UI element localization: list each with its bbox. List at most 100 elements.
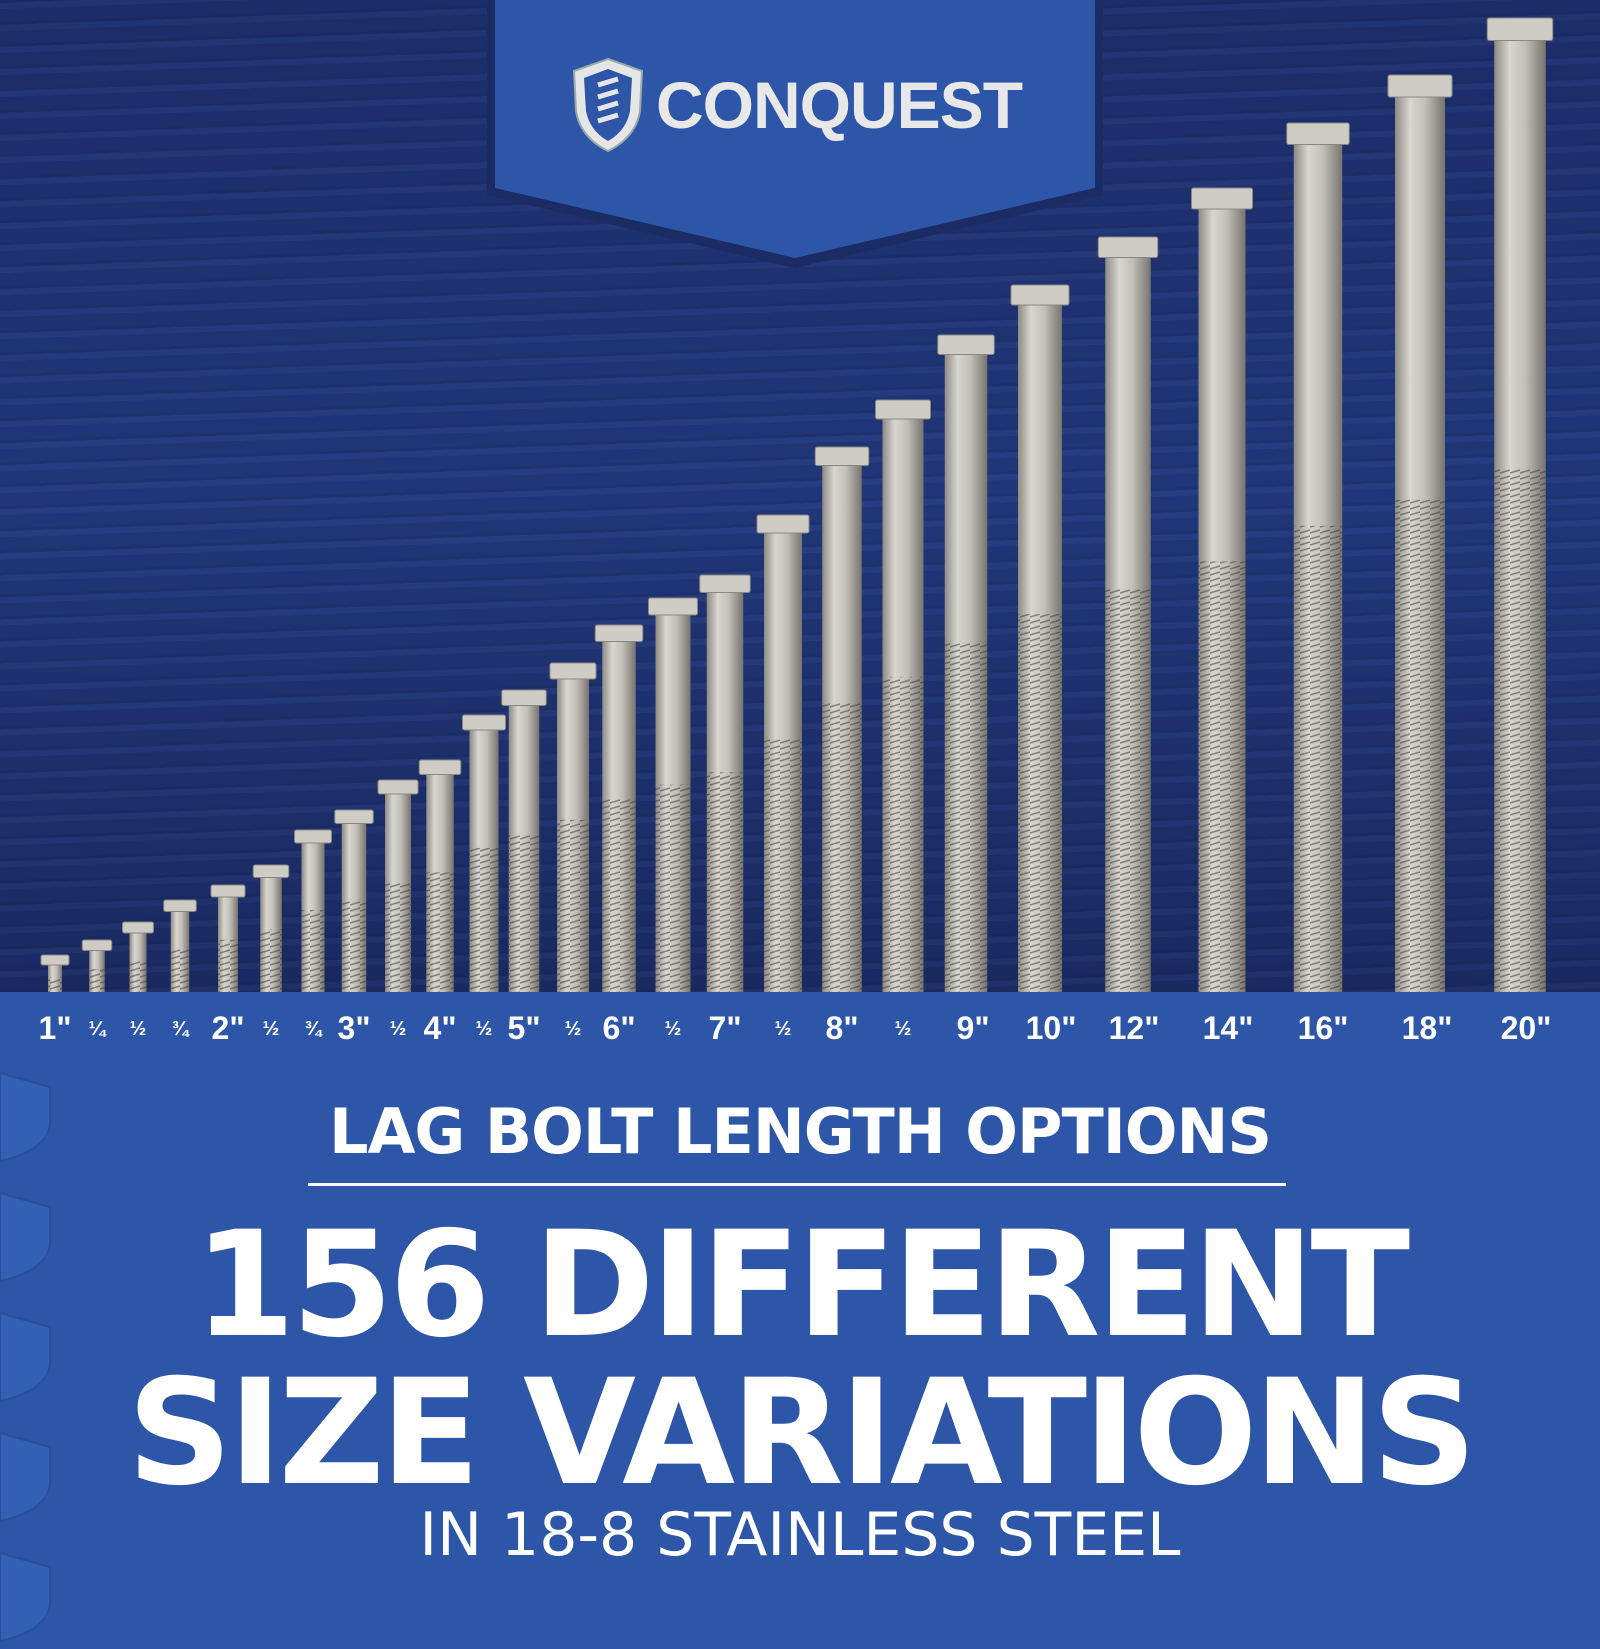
- bolt-thread: [1293, 525, 1343, 992]
- length-label: 10": [1025, 1010, 1077, 1046]
- bolt-thread: [89, 969, 105, 992]
- divider: [308, 1183, 1286, 1186]
- length-label: 18": [1401, 1010, 1453, 1046]
- bolt-head: [418, 759, 462, 775]
- bolt-head: [252, 864, 290, 878]
- bolt-thread: [341, 899, 367, 992]
- bolt-thread: [706, 772, 744, 992]
- bolt: [334, 809, 374, 992]
- length-label: ½: [564, 1018, 582, 1040]
- length-label: ¾: [304, 1018, 322, 1040]
- bolt: [549, 662, 597, 992]
- bolt-thread: [882, 676, 924, 992]
- length-label: 2": [211, 1010, 245, 1046]
- bolt-head: [1191, 187, 1253, 210]
- length-label: 1": [38, 1010, 72, 1046]
- bolt-head: [756, 514, 810, 534]
- shield-decoration-icon: [0, 1185, 62, 1289]
- length-label: 7": [708, 1010, 742, 1046]
- bolt-thread: [822, 702, 862, 992]
- length-label: ½: [894, 1018, 912, 1040]
- bolt: [937, 334, 995, 992]
- bolt: [1097, 236, 1159, 992]
- bolt-thread: [301, 910, 325, 992]
- length-label: 14": [1202, 1010, 1254, 1046]
- bolt-thread: [260, 929, 282, 992]
- bolt-head: [594, 624, 644, 642]
- length-label: ½: [129, 1018, 147, 1040]
- bolt-thread: [218, 939, 238, 992]
- bolt-lineup: [40, 17, 1554, 992]
- bolt: [648, 597, 698, 992]
- bolt-head: [501, 689, 547, 706]
- bolt-head: [210, 884, 246, 898]
- bolt-thread: [1198, 561, 1246, 992]
- banner-shape: [487, 0, 1103, 268]
- bolt: [122, 921, 154, 992]
- bolt-head: [549, 662, 597, 680]
- bolt-head: [875, 399, 931, 420]
- bolt-head: [334, 809, 374, 824]
- length-labels: 1" ¼ ½ ¾ 2" ½ ¾ 3" ½ 4" ½ 5" ½ 6" ½ 7" ½ 8" ½ 9" 10" 12" 14" 16…: [0, 1000, 1600, 1060]
- brand-name: CONQUEST: [656, 68, 1023, 142]
- bolt-head: [40, 954, 70, 966]
- bolt-head: [1010, 284, 1070, 306]
- bolt: [1286, 122, 1350, 992]
- length-label: ½: [664, 1018, 682, 1040]
- brand-logo: CONQUEST: [568, 55, 1023, 155]
- bolt-thread: [1105, 588, 1151, 992]
- bolt-thread: [557, 819, 589, 992]
- headline-line-1: 156 DIFFERENT: [193, 1200, 1410, 1370]
- tagline: IN 18-8 STAINLESS STEEL: [419, 1500, 1181, 1570]
- bolt: [1387, 74, 1453, 992]
- length-label: ¼: [88, 1018, 106, 1040]
- bolt: [756, 514, 810, 992]
- length-label: 20": [1500, 1010, 1552, 1046]
- bolt-head: [1486, 17, 1554, 41]
- bolt: [501, 689, 547, 992]
- bolt: [594, 624, 644, 992]
- length-label: 3": [337, 1010, 371, 1046]
- bolt-head: [1387, 74, 1453, 98]
- length-label: 4": [423, 1010, 457, 1046]
- length-label: 9": [956, 1010, 990, 1046]
- bolt: [40, 954, 70, 992]
- brand-banner: [487, 0, 1103, 268]
- bolt-head: [699, 574, 751, 593]
- length-label: 5": [507, 1010, 541, 1046]
- bolt-thread: [426, 872, 454, 992]
- bolt: [377, 779, 419, 992]
- bolt-head: [163, 899, 197, 912]
- shield-decoration-icon: [0, 1425, 62, 1529]
- bolt-head: [81, 939, 113, 951]
- bolt-thread: [1494, 468, 1546, 992]
- bolt-thread: [602, 799, 636, 992]
- length-label: 8": [825, 1010, 859, 1046]
- bolt-thread: [1395, 499, 1445, 992]
- bolt-thread: [385, 883, 411, 992]
- bolt-head: [1286, 122, 1350, 145]
- bolt-thread: [764, 739, 802, 992]
- bolt: [294, 829, 332, 992]
- bolt: [418, 759, 462, 992]
- bolt: [163, 899, 197, 992]
- bolt-thread: [48, 977, 62, 992]
- length-label: 16": [1297, 1010, 1349, 1046]
- bolt: [1486, 17, 1554, 992]
- bolt: [1191, 187, 1253, 992]
- bolt-thread: [170, 947, 190, 992]
- length-label: ½: [475, 1018, 493, 1040]
- bolt: [1010, 284, 1070, 992]
- bolt-head: [122, 921, 154, 934]
- headline-line-2: SIZE VARIATIONS: [127, 1348, 1477, 1518]
- bolt-thread: [469, 847, 499, 992]
- bolt-head: [462, 714, 506, 731]
- shield-decoration-icon: [0, 1305, 62, 1409]
- length-label: ¾: [171, 1018, 189, 1040]
- length-label: 12": [1108, 1010, 1160, 1046]
- length-label: ½: [262, 1018, 280, 1040]
- length-label: 6": [602, 1010, 636, 1046]
- bolt-head: [814, 446, 870, 466]
- length-label: ½: [774, 1018, 792, 1040]
- bolt-head: [1097, 236, 1159, 258]
